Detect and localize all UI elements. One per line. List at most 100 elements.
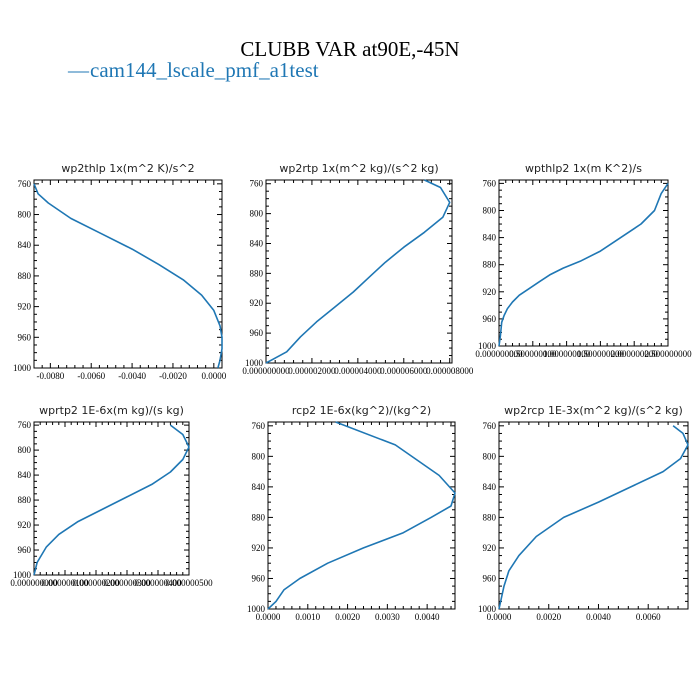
subplot-rcp2: rcp2 1E-6x(kg^2)/(kg^2) 760 800 840 880 920 96… [247, 404, 456, 622]
y-tick-label: 800 [483, 451, 497, 461]
x-tick-label: 0.0030 [375, 612, 400, 622]
x-tick-label: 1.000000000 [543, 349, 591, 359]
y-tick-label: 760 [252, 421, 266, 431]
y-tick-label: 760 [250, 179, 264, 189]
y-tick-label: 840 [252, 482, 266, 492]
x-tick-label: 0.000002000 [288, 366, 336, 376]
y-tick-label: 1000 [13, 570, 32, 580]
series-line [267, 421, 456, 610]
x-tick-label: 0.0060 [636, 612, 661, 622]
x-tick-label: 0.0020 [536, 612, 561, 622]
y-tick-label: 1000 [247, 604, 266, 614]
y-tick-label: 880 [483, 260, 497, 270]
y-tick-label: 920 [483, 287, 497, 297]
series-line [265, 179, 451, 364]
x-tick-label: 0.000000000 [242, 366, 290, 376]
x-tick-label: 0.0040 [586, 612, 611, 622]
y-tick-label: 840 [483, 233, 497, 243]
subplot-wprtp2: wprtp2 1E-6x(m kg)/(s kg) 760 800 840 880 920… [10, 404, 213, 588]
plot-frame [267, 421, 456, 610]
y-tick-label: 840 [483, 482, 497, 492]
y-tick-label: 800 [483, 205, 497, 215]
y-tick-label: 880 [18, 495, 32, 505]
x-tick-label: 0.0000 [256, 612, 281, 622]
y-tick-label: 840 [18, 470, 32, 480]
x-tick-label: 0.000000000 [10, 578, 58, 588]
plot-frame [265, 179, 453, 364]
x-tick-label: 0.000000200 [72, 578, 120, 588]
y-tick-label: 760 [483, 421, 497, 431]
y-tick-label: 760 [18, 420, 32, 430]
subplot-wpthlp2: wpthlp2 1x(m K^2)/s 760 800 840 880 920 960 100… [475, 162, 692, 359]
x-tick-label: 0.0010 [295, 612, 320, 622]
y-tick-label: 880 [483, 512, 497, 522]
x-tick-label: 0.000000100 [41, 578, 89, 588]
subplot-wp2rcp: wp2rcp 1E-3x(m^2 kg)/(s^2 kg) 760 800 840 88… [478, 404, 689, 622]
y-tick-label: 1000 [245, 358, 264, 368]
y-tick-label: 1000 [13, 363, 32, 373]
series-line [498, 182, 669, 347]
y-tick-label: 800 [18, 210, 32, 220]
y-tick-label: 960 [250, 328, 264, 338]
x-tick-label: 2.000000000 [611, 349, 659, 359]
plot-frame [33, 421, 190, 576]
x-tick-label: 0.0000 [201, 371, 226, 381]
y-tick-label: 800 [250, 209, 264, 219]
y-tick-label: 880 [18, 271, 32, 281]
x-tick-label: 0.000000400 [134, 578, 182, 588]
y-tick-label: 920 [483, 543, 497, 553]
y-tick-label: 880 [250, 268, 264, 278]
y-tick-label: 880 [252, 512, 266, 522]
x-tick-label: 0.000008000 [426, 366, 474, 376]
y-tick-label: 1000 [478, 341, 497, 351]
x-tick-label: 0.0040 [415, 612, 440, 622]
x-tick-label: 0.0000 [487, 612, 512, 622]
y-tick-label: 920 [18, 302, 32, 312]
series-line [498, 425, 689, 610]
subplot-wp2rtp: wp2rtp 1x(m^2 kg)/(s^2 kg) 760 800 840 880 92… [242, 162, 473, 376]
x-tick-label: 2.500000000 [644, 349, 692, 359]
plot-frame [33, 179, 223, 369]
subplot-grid: wp2thlp 1x(m^2 K)/s^2 760 800 840 880 920 960 1… [10, 162, 692, 622]
x-tick-label: 0.000000300 [103, 578, 151, 588]
x-tick-label: -0.0020 [159, 371, 187, 381]
x-tick-label: -0.0040 [118, 371, 146, 381]
x-tick-label: 0.000000500 [165, 578, 213, 588]
y-tick-label: 960 [18, 545, 32, 555]
panel-title: wprtp2 1E-6x(m kg)/(s kg) [39, 404, 184, 417]
y-tick-label: 920 [250, 298, 264, 308]
y-tick-label: 960 [483, 573, 497, 583]
legend-label: cam144_lscale_pmf_a1test [90, 58, 319, 82]
y-tick-label: 840 [18, 240, 32, 250]
y-tick-label: 760 [483, 178, 497, 188]
y-tick-label: 800 [252, 451, 266, 461]
x-tick-label: 1.500000000 [577, 349, 625, 359]
x-tick-label: 0.000004000 [334, 366, 382, 376]
subplot-wp2thlp: wp2thlp 1x(m^2 K)/s^2 760 800 840 880 920 960 1… [13, 162, 227, 381]
panel-title: wp2thlp 1x(m^2 K)/s^2 [61, 162, 194, 175]
legend-marker: — [67, 58, 90, 82]
x-tick-label: -0.0060 [77, 371, 105, 381]
plot-frame [498, 421, 689, 610]
y-tick-label: 840 [250, 238, 264, 248]
y-tick-label: 760 [18, 179, 32, 189]
figure-title: CLUBB VAR at90E,-45N [240, 37, 459, 61]
y-tick-label: 800 [18, 445, 32, 455]
y-tick-label: 920 [252, 543, 266, 553]
y-tick-label: 960 [18, 332, 32, 342]
x-tick-label: 0.000000000 [475, 349, 523, 359]
x-tick-label: -0.0080 [36, 371, 64, 381]
panel-title: rcp2 1E-6x(kg^2)/(kg^2) [292, 404, 431, 417]
legend: — cam144_lscale_pmf_a1test [67, 58, 319, 82]
y-tick-label: 960 [252, 573, 266, 583]
panel-title: wp2rtp 1x(m^2 kg)/(s^2 kg) [279, 162, 438, 175]
y-tick-label: 960 [483, 314, 497, 324]
panel-title: wp2rcp 1E-3x(m^2 kg)/(s^2 kg) [504, 404, 683, 417]
y-tick-label: 920 [18, 520, 32, 530]
x-tick-label: 0.0020 [335, 612, 360, 622]
panel-title: wpthlp2 1x(m K^2)/s [525, 162, 642, 175]
y-tick-label: 1000 [478, 604, 497, 614]
plot-frame [498, 179, 669, 347]
x-tick-label: 0.500000000 [509, 349, 557, 359]
